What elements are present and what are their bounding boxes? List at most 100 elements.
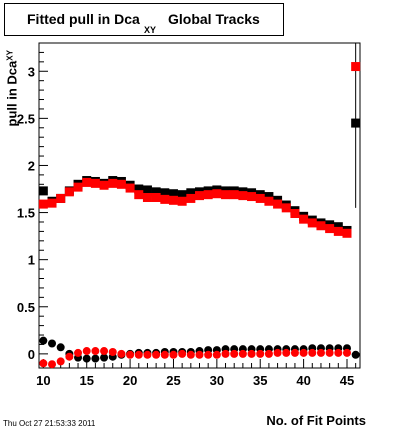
data-point-square-1 <box>142 192 152 202</box>
data-point-square-0 <box>264 192 274 202</box>
data-point-circle-2 <box>48 339 57 348</box>
data-point-square-1 <box>307 218 317 228</box>
data-point-circle-3 <box>195 350 204 359</box>
data-point-circle-3 <box>91 347 100 356</box>
data-point-circle-3 <box>39 359 48 368</box>
data-point-square-1 <box>177 196 187 206</box>
y-tick-label: 0 <box>28 347 35 362</box>
data-point-circle-3 <box>56 357 65 366</box>
x-tick-label: 20 <box>123 373 137 388</box>
data-point-square-1 <box>73 182 83 192</box>
data-point-square-1 <box>186 193 196 203</box>
x-tick-label: 35 <box>253 373 267 388</box>
data-point-square-1 <box>273 199 283 209</box>
data-point-circle-3 <box>143 350 152 359</box>
data-point-circle-3 <box>212 350 221 359</box>
title-main: Fitted pull in Dca <box>27 11 140 27</box>
y-axis-label-main: pull in Dca <box>4 60 20 127</box>
data-point-circle-3 <box>273 348 282 357</box>
data-point-circle-3 <box>334 348 343 357</box>
data-point-square-0 <box>142 185 152 195</box>
data-point-square-1 <box>125 183 135 193</box>
data-point-circle-3 <box>204 350 213 359</box>
data-point-circle-2 <box>39 336 48 345</box>
y-tick-label: 0.5 <box>17 300 35 315</box>
data-point-circle-3 <box>308 348 317 357</box>
data-point-square-1 <box>168 195 178 205</box>
data-point-circle-3 <box>82 347 91 356</box>
data-point-circle-3 <box>100 347 109 356</box>
data-point-square-1 <box>203 190 213 200</box>
y-tick-label: 2.5 <box>17 111 35 126</box>
data-point-circle-3 <box>108 347 117 356</box>
data-point-circle-3 <box>160 350 169 359</box>
data-point-circle-3 <box>169 350 178 359</box>
y-tick-label: 3 <box>28 64 35 79</box>
data-point-square-1 <box>90 178 100 188</box>
data-point-square-1 <box>333 226 343 236</box>
title-tail: Global Tracks <box>168 11 260 27</box>
data-point-circle-3 <box>178 349 187 358</box>
data-point-square-1 <box>281 203 291 213</box>
data-point-square-1 <box>160 194 170 204</box>
data-point-square-1 <box>238 191 248 201</box>
y-tick-label: 1.5 <box>17 206 35 221</box>
data-point-square-1 <box>299 214 309 224</box>
data-point-circle-3 <box>256 349 265 358</box>
data-point-square-1 <box>264 196 274 206</box>
data-point-square-1 <box>47 198 57 208</box>
x-tick-label: 40 <box>296 373 310 388</box>
data-point-square-1 <box>64 187 74 197</box>
data-point-square-1 <box>38 199 48 209</box>
data-point-square-1 <box>212 189 222 199</box>
data-point-square-1 <box>151 192 161 202</box>
y-axis-label-wrap: pull in DcaXY <box>0 44 24 134</box>
data-point-square-0 <box>134 184 144 194</box>
x-tick-label: 10 <box>36 373 50 388</box>
data-point-circle-3 <box>117 349 126 358</box>
y-tick-label: 2 <box>28 158 35 173</box>
data-point-circle-3 <box>65 352 74 361</box>
data-point-circle-3 <box>282 348 291 357</box>
data-point-circle-2 <box>82 354 91 363</box>
x-tick-label: 25 <box>166 373 180 388</box>
data-point-circle-3 <box>290 348 299 357</box>
data-point-circle-3 <box>134 350 143 359</box>
data-point-square-1 <box>108 178 118 188</box>
data-point-square-1 <box>195 191 204 201</box>
data-point-square-1 <box>221 190 231 200</box>
data-point-square-0 <box>333 222 343 232</box>
y-tick-label: 1 <box>28 253 35 268</box>
x-tick-label: 15 <box>79 373 93 388</box>
data-point-circle-3 <box>264 349 273 358</box>
data-point-circle-3 <box>342 348 351 357</box>
data-point-circle-3 <box>230 349 239 358</box>
data-point-circle-3 <box>247 349 256 358</box>
data-point-circle-3 <box>299 348 308 357</box>
x-tick-label: 45 <box>340 373 354 388</box>
data-point-circle-2 <box>91 354 100 363</box>
data-point-circle-3 <box>186 350 195 359</box>
y-axis-label: pull in DcaXY <box>4 37 20 127</box>
data-point-square-1 <box>99 180 109 190</box>
data-point-square-0 <box>186 188 196 198</box>
data-point-square-1 <box>247 192 257 202</box>
y-axis-label-subscript: XY <box>5 50 15 61</box>
x-axis-label: No. of Fit Points <box>266 413 366 428</box>
data-point-circle-3 <box>316 348 325 357</box>
data-point-circle-3 <box>325 348 334 357</box>
data-point-circle-2 <box>56 343 65 352</box>
data-point-square-1 <box>116 179 126 189</box>
data-point-square-1 <box>82 177 92 187</box>
x-tick-label: 30 <box>210 373 224 388</box>
timestamp-footer: Thu Oct 27 21:53:33 2011 <box>3 419 96 428</box>
data-point-circle-3 <box>221 349 230 358</box>
data-point-square-1 <box>316 221 326 231</box>
data-point-square-1 <box>290 209 300 219</box>
title-subscript: XY <box>144 25 157 35</box>
data-point-circle-3 <box>126 350 135 359</box>
title-box: Fitted pull in Dca XY Global Tracks <box>4 3 284 36</box>
data-point-circle-3 <box>48 360 57 369</box>
